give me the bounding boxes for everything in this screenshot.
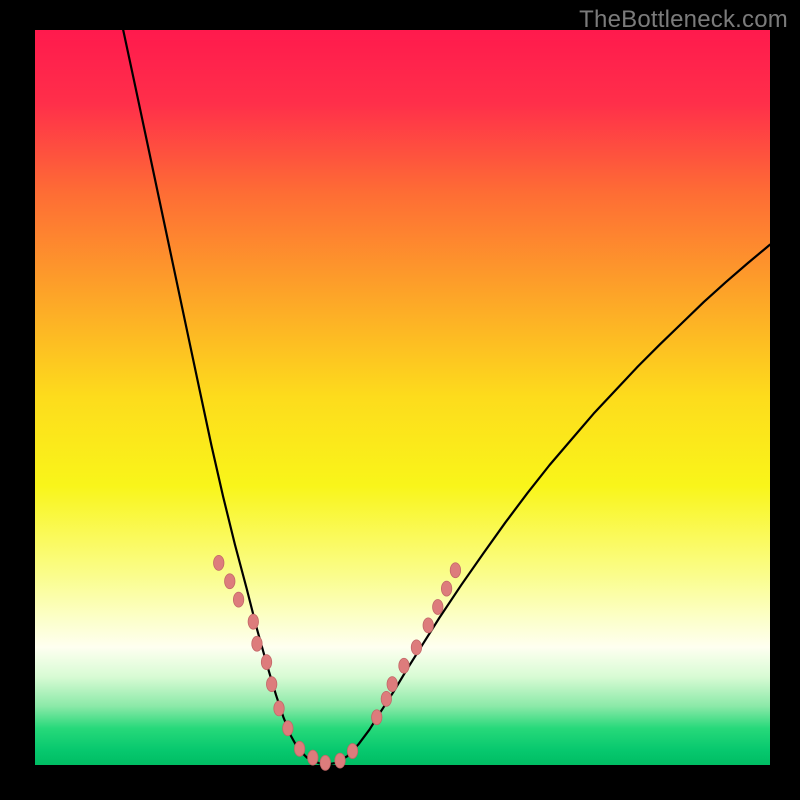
marker-left (335, 753, 345, 768)
marker-left (294, 741, 304, 756)
marker-left (283, 721, 293, 736)
marker-right (387, 677, 397, 692)
marker-right (381, 691, 391, 706)
marker-right (450, 563, 460, 578)
plot-background (35, 30, 770, 765)
marker-left (274, 701, 284, 716)
marker-left (261, 655, 271, 670)
marker-right (423, 618, 433, 633)
marker-left (252, 636, 262, 651)
marker-left (320, 755, 330, 770)
marker-right (441, 581, 451, 596)
marker-left (225, 574, 235, 589)
chart-stage: TheBottleneck.com (0, 0, 800, 800)
marker-left (248, 614, 258, 629)
bottleneck-chart (0, 0, 800, 800)
marker-right (399, 658, 409, 673)
marker-left (214, 555, 224, 570)
marker-left (347, 744, 357, 759)
watermark-text: TheBottleneck.com (579, 6, 788, 34)
marker-left (308, 750, 318, 765)
marker-left (233, 592, 243, 607)
marker-right (411, 640, 421, 655)
marker-right (433, 599, 443, 614)
marker-left (266, 677, 276, 692)
marker-right (372, 710, 382, 725)
